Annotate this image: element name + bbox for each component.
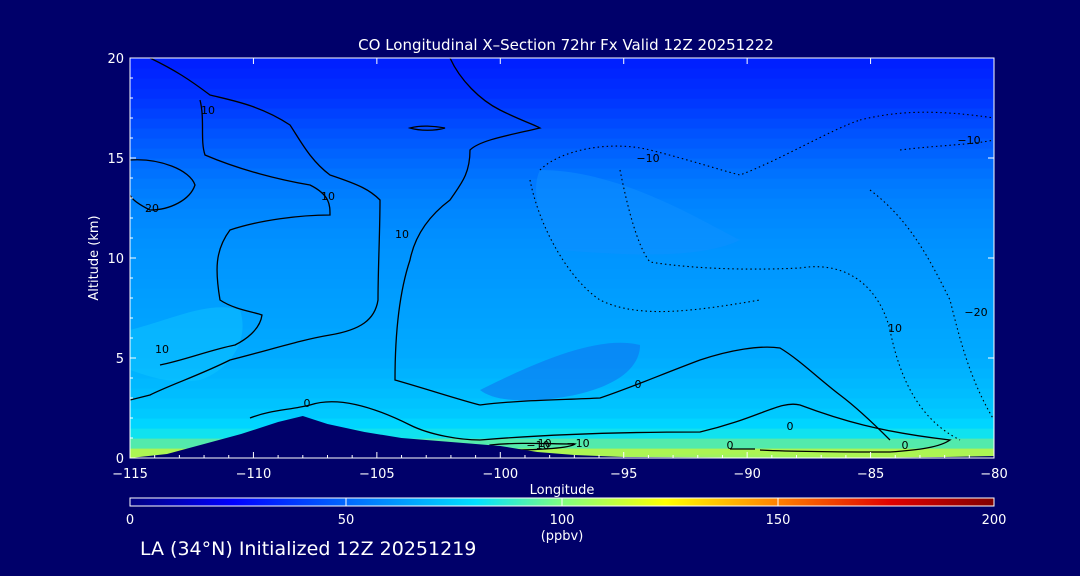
y-tick-label: 15 (107, 152, 124, 167)
chart-title: CO Longitudinal X–Section 72hr Fx Valid … (358, 36, 774, 54)
field-band (130, 138, 994, 149)
contour-line (479, 346, 891, 441)
colorbar-tick-label: 0 (126, 513, 134, 528)
field-band (130, 268, 994, 279)
field-band (130, 88, 994, 99)
field-band (130, 68, 994, 79)
field-band (130, 98, 994, 109)
x-axis-ticks: −115 −110 −105 −100 −95 −90 −85 −80 (112, 58, 1008, 482)
contour-label: −10 (636, 152, 659, 165)
contour-lines (130, 58, 952, 453)
x-tick-label: −110 (236, 467, 272, 482)
field-band (130, 348, 994, 359)
low-co-pocket-mid (480, 342, 640, 401)
field-band (130, 408, 994, 419)
contour-label: −10 (528, 437, 551, 450)
contour-label: 10 (888, 322, 902, 335)
y-tick-label: 0 (116, 452, 124, 467)
contour-label: −20 (964, 306, 987, 319)
contour-line (394, 58, 542, 406)
x-tick-label: −115 (112, 467, 148, 482)
contour-label: −10 (957, 134, 980, 147)
y-axis-ticks: 0 5 10 15 20 (107, 52, 994, 467)
field-band (130, 308, 994, 319)
field-band (130, 318, 994, 329)
contour-label: 10 (201, 104, 215, 117)
high-co-lobe-west (130, 307, 243, 382)
contour-label: 0 (902, 439, 909, 452)
contour-line (159, 99, 331, 366)
x-tick-label: −90 (733, 467, 760, 482)
colorbar-unit-label: (ppbv) (541, 529, 584, 544)
y-tick-label: 20 (107, 52, 124, 67)
contour-line (529, 179, 761, 313)
contour-label: 10 (155, 343, 169, 356)
contour-label: 0 (304, 397, 311, 410)
x-tick-label: −100 (482, 467, 518, 482)
field-band (130, 398, 994, 409)
field-band (130, 108, 994, 119)
field-band (130, 128, 994, 139)
negative-contours (529, 111, 994, 441)
x-tick-label: −80 (980, 467, 1007, 482)
contour-line (619, 169, 961, 441)
contour-line (479, 403, 952, 453)
y-axis-label: Altitude (km) (87, 215, 102, 300)
contour-line (407, 125, 446, 131)
contour-label: 0 (787, 420, 794, 433)
colorbar-tick-label: 50 (338, 513, 355, 528)
x-axis-label: Longitude (530, 483, 595, 498)
colorbar-ticks: 0 50 100 150 200 (126, 498, 1007, 528)
contour-label: 10 (395, 228, 409, 241)
co-field-bands (130, 58, 994, 458)
x-tick-label: −95 (610, 467, 637, 482)
contour-label: 0 (635, 378, 642, 391)
colorbar-tick-label: 150 (766, 513, 791, 528)
contour-label: −10 (526, 439, 549, 452)
terrain-mask (130, 416, 994, 458)
contour-line (249, 401, 481, 441)
field-variation (130, 170, 740, 401)
field-band (130, 288, 994, 299)
colorbar-tick-label: 200 (982, 513, 1007, 528)
field-band (130, 418, 994, 429)
field-band (130, 278, 994, 289)
contour-label: 20 (145, 202, 159, 215)
field-band (130, 148, 994, 159)
field-band (130, 158, 994, 169)
field-band (130, 258, 994, 269)
field-band (130, 118, 994, 129)
contour-line (130, 159, 196, 211)
field-band (130, 298, 994, 309)
field-band (130, 338, 994, 349)
x-tick-label: −85 (857, 467, 884, 482)
contour-label: −10 (566, 437, 589, 450)
x-tick-label: −105 (359, 467, 395, 482)
low-co-band-east (536, 170, 740, 255)
field-band (130, 78, 994, 89)
y-tick-label: 10 (107, 252, 124, 267)
field-band (130, 328, 994, 339)
contour-line (130, 58, 381, 401)
field-band (130, 58, 994, 69)
colorbar-tick-label: 100 (550, 513, 575, 528)
contour-label: 0 (727, 439, 734, 452)
contour-line (859, 111, 994, 121)
contour-line (899, 139, 994, 151)
y-tick-label: 5 (116, 352, 124, 367)
footer-init-text: LA (34°N) Initialized 12Z 20251219 (140, 538, 477, 560)
field-band (130, 248, 994, 259)
contour-label: 10 (321, 190, 335, 203)
